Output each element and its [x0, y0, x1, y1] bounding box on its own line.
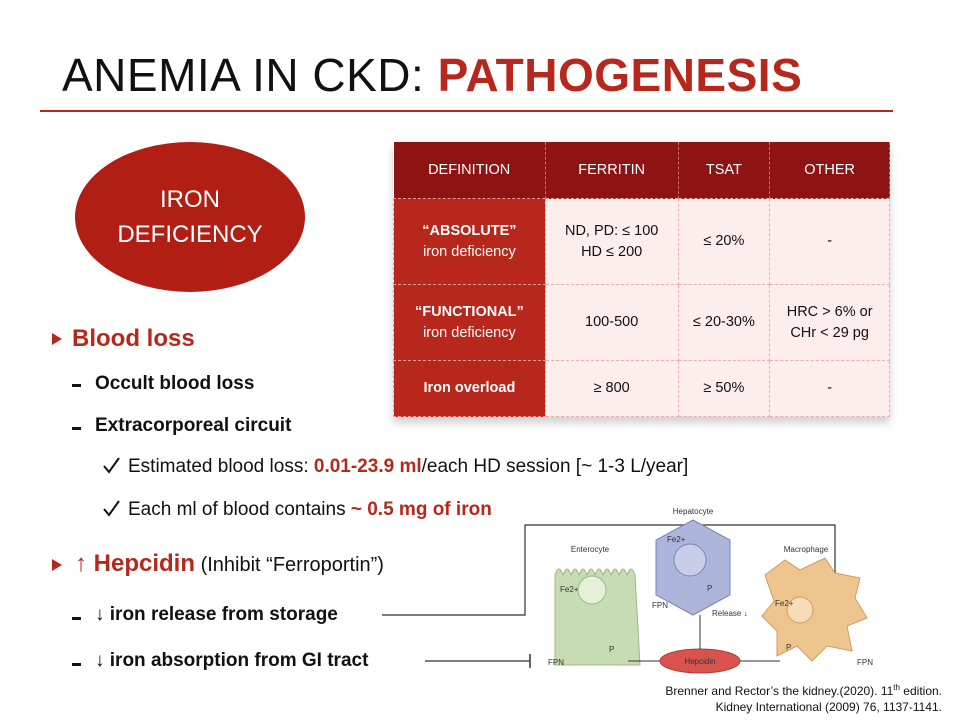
sub-bullet: ↓ iron release from storage: [95, 604, 338, 625]
text: /each HD session [~ 1-3 L/year]: [421, 456, 689, 477]
cell-line: ≤ 20-30%: [692, 314, 755, 330]
oval-text: IRON: [160, 186, 220, 213]
header-cell: OTHER: [769, 142, 890, 199]
cell-line: CHr < 29 pg: [790, 324, 869, 341]
table-cell: ≥ 800: [544, 360, 679, 417]
oval-text: DEFICIENCY: [117, 221, 263, 248]
header-cell: DEFINITION: [393, 142, 546, 199]
table-row: Iron overload ≥ 800 ≥ 50% -: [393, 360, 890, 417]
nucleus: [577, 575, 607, 605]
table-cell: Iron overload: [393, 360, 546, 417]
table-cell: ≥ 50%: [677, 360, 771, 417]
iron-label: Fe2+: [560, 585, 579, 594]
table-cell: 100-500: [544, 284, 679, 361]
fpn-label: FPN: [857, 658, 873, 667]
cell-line: HRC > 6% or: [786, 303, 873, 320]
text: Each ml of blood contains: [128, 499, 351, 520]
table-row: “FUNCTIONAL” iron deficiency 100-500 ≤ 20-3…: [393, 284, 890, 361]
diagram: Enterocyte Hepatocyte Macrophage Fe2+ Fe…: [548, 507, 873, 674]
dash: [72, 384, 81, 387]
dash: [72, 427, 81, 430]
cell-line: “ABSOLUTE”: [422, 222, 517, 239]
header-cell: TSAT: [678, 142, 771, 199]
release-label: Release ↓: [712, 609, 748, 618]
nucleus: [786, 596, 814, 624]
dash: [72, 663, 81, 666]
bullet-triangle: [52, 559, 62, 571]
check: [103, 457, 120, 474]
cell-line: iron deficiency: [423, 324, 516, 341]
cell-line: ≥ 50%: [703, 380, 745, 396]
cell-line: iron deficiency: [423, 243, 516, 260]
fpn-label: FPN: [652, 601, 668, 610]
header-cell: FERRITIN: [545, 142, 679, 199]
cell-line: “FUNCTIONAL”: [415, 303, 524, 320]
iron-label: Fe2+: [775, 599, 794, 608]
p-label: P: [786, 643, 791, 652]
text: Estimated blood loss:: [128, 456, 314, 477]
reference: Kidney International (2009) 76, 1137-114…: [715, 700, 942, 714]
cell-line: ≥ 800: [593, 380, 630, 396]
table-cell: ≤ 20-30%: [677, 284, 771, 361]
reference: Brenner and Rector’s the kidney.(2020). …: [665, 683, 942, 698]
table-cell: -: [769, 198, 890, 285]
iron-label: Fe2+: [667, 535, 686, 544]
cell-line: ND, PD: ≤ 100: [564, 222, 659, 239]
cell-label: Macrophage: [784, 545, 829, 554]
title-highlight: PATHOGENESIS: [437, 49, 803, 101]
highlight: 0.01-23.9 ml: [313, 456, 422, 477]
cell-label: Enterocyte: [571, 545, 610, 554]
table-cell: ND, PD: ≤ 100 HD ≤ 200: [544, 198, 679, 285]
cell-line: -: [827, 233, 833, 249]
macrophage: [761, 557, 868, 662]
dash: [72, 617, 81, 620]
sub-bullet: ↓ iron absorption from GI tract: [95, 650, 369, 671]
enterocyte: [554, 568, 641, 666]
cell-line: ≤ 20%: [703, 233, 745, 249]
sub-bullet: Occult blood loss: [95, 373, 255, 394]
cell-line: -: [827, 380, 833, 396]
p-label: P: [609, 645, 614, 654]
heading-note: (Inhibit “Ferroportin”): [195, 554, 384, 576]
table-row: “ABSOLUTE” iron deficiency ND, PD: ≤ 100 HD…: [393, 198, 890, 285]
p-label: P: [707, 584, 712, 593]
bullet-heading: Blood loss: [72, 325, 195, 352]
cell-line: Iron overload: [423, 380, 516, 396]
header-row: DEFINITION FERRITIN TSAT OTHER: [393, 142, 890, 199]
cell-line: HD ≤ 200: [581, 243, 643, 260]
check: [103, 500, 120, 517]
fpn-label: FPN: [548, 658, 564, 667]
table-cell: ≤ 20%: [677, 198, 771, 285]
definition-table: DEFINITION FERRITIN TSAT OTHER “ABSOLUTE…: [393, 142, 890, 417]
check-line: Each ml of blood contains ~ 0.5 mg of ir…: [128, 499, 492, 521]
nucleus: [673, 543, 707, 577]
oval: [75, 142, 305, 292]
title-text: ANEMIA IN CKD:: [62, 49, 425, 101]
table-cell: HRC > 6% or CHr < 29 pg: [769, 284, 890, 361]
title: ANEMIA IN CKD: PATHOGENESIS: [62, 48, 802, 102]
bullet-heading: ↑ Hepcidin (Inhibit “Ferroportin”): [75, 550, 384, 578]
ref-text: edition.: [899, 684, 942, 698]
connector: [382, 524, 836, 640]
hepcidin-label: Hepcidin: [684, 657, 715, 666]
sub-bullet: Extracorporeal circuit: [95, 415, 292, 436]
cell-line: 100-500: [585, 314, 639, 330]
table-cell: -: [769, 360, 890, 417]
table-cell: “ABSOLUTE” iron deficiency: [393, 198, 546, 285]
cell-label: Hepatocyte: [673, 507, 714, 516]
highlight: ~ 0.5 mg of iron: [350, 499, 492, 520]
table-cell: “FUNCTIONAL” iron deficiency: [393, 284, 546, 361]
bullet-triangle: [52, 333, 62, 345]
heading-text: ↑ Hepcidin: [75, 550, 196, 577]
ref-text: Brenner and Rector’s the kidney.(2020). …: [665, 684, 894, 698]
check-line: Estimated blood loss: 0.01-23.9 ml/each …: [128, 456, 688, 478]
ref-sup: th: [893, 683, 900, 692]
